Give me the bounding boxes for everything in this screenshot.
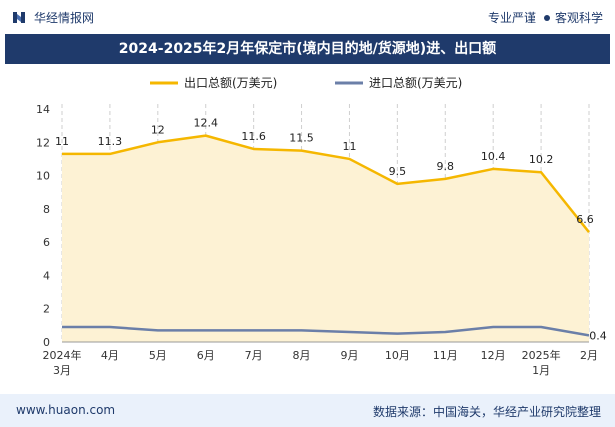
dot-icon — [543, 15, 550, 21]
export-data-label: 11.6 — [241, 130, 266, 143]
x-tick-label: 2025年 1月 — [522, 348, 561, 377]
y-tick-label: 10 — [36, 170, 50, 183]
export-data-label: 9.8 — [437, 160, 455, 173]
legend-layer: 出口总额(万美元) 进口总额(万美元) — [150, 76, 462, 90]
legend-export-label: 出口总额(万美元) — [184, 76, 277, 90]
x-tick-label: 12月 — [481, 349, 506, 362]
import-line — [62, 325, 590, 337]
x-tick-label: 5月 — [149, 349, 167, 362]
data-source: 数据来源：中国海关，华经产业研究院整理 — [372, 405, 601, 419]
y-tick-label: 6 — [43, 236, 50, 249]
import-data-label: 0.4 — [589, 329, 607, 342]
y-tick-label: 0 — [43, 336, 50, 349]
export-data-label: 12 — [151, 123, 165, 136]
x-tick-label: 2024年 3月 — [43, 348, 82, 377]
website-link[interactable]: www.huaon.com — [16, 403, 116, 417]
x-tick-label: 7月 — [245, 349, 263, 362]
x-tick-label: 2月 — [580, 349, 598, 362]
logo-icon — [13, 12, 25, 23]
export-data-label: 6.6 — [576, 213, 594, 226]
x-tick-label: 4月 — [101, 349, 119, 362]
export-line — [62, 134, 590, 233]
chart-title: 2024-2025年2月年保定市(境内目的地/货源地)进、出口额 — [5, 34, 610, 64]
tagline: 专业严谨 客观科学 — [488, 9, 603, 26]
series-layer — [62, 134, 590, 337]
brand-name: 华经情报网 — [34, 11, 95, 25]
x-tick-label: 9月 — [340, 349, 358, 362]
export-data-label: 9.5 — [389, 165, 407, 178]
x-tick-label: 10月 — [385, 349, 410, 362]
export-data-label: 12.4 — [193, 117, 218, 130]
top-bar: 华经情报网 专业严谨 客观科学 — [0, 0, 615, 34]
export-data-label: 11.3 — [98, 135, 123, 148]
x-tick-label: 11月 — [433, 349, 458, 362]
export-data-label: 11.5 — [289, 132, 314, 145]
y-tick-label: 2 — [43, 303, 50, 316]
legend-import-label: 进口总额(万美元) — [369, 76, 462, 90]
area-layer — [62, 135, 589, 342]
export-data-label: 11 — [55, 135, 69, 148]
footer: www.huaon.com 数据来源：中国海关，华经产业研究院整理 — [0, 394, 615, 427]
x-tick-label: 8月 — [293, 349, 311, 362]
label-layer: 11 11.3 12 12.4 11.6 11.5 11 9.5 9.8 10.4 10.2 6.6 0… — [55, 117, 607, 343]
line-chart: 0 2 4 6 8 10 12 14 2024年 3月 4月 5月 6月 7月 8月 9月 10月 11月 12月 2… — [36, 76, 607, 377]
tagline-right: 客观科学 — [554, 11, 603, 25]
export-area — [62, 135, 589, 342]
y-tick-label: 14 — [36, 103, 50, 116]
axis-layer: 0 2 4 6 8 10 12 14 2024年 3月 4月 5月 6月 7月 8月 9月 10月 11月 12月 2… — [36, 103, 598, 377]
export-data-label: 10.2 — [529, 153, 554, 166]
x-tick-label: 6月 — [197, 349, 215, 362]
y-tick-label: 8 — [43, 203, 50, 216]
export-data-label: 10.4 — [481, 150, 506, 163]
export-data-label: 11 — [342, 140, 356, 153]
y-tick-label: 12 — [36, 136, 50, 149]
tagline-left: 专业严谨 — [487, 11, 536, 25]
y-tick-label: 4 — [43, 269, 50, 282]
